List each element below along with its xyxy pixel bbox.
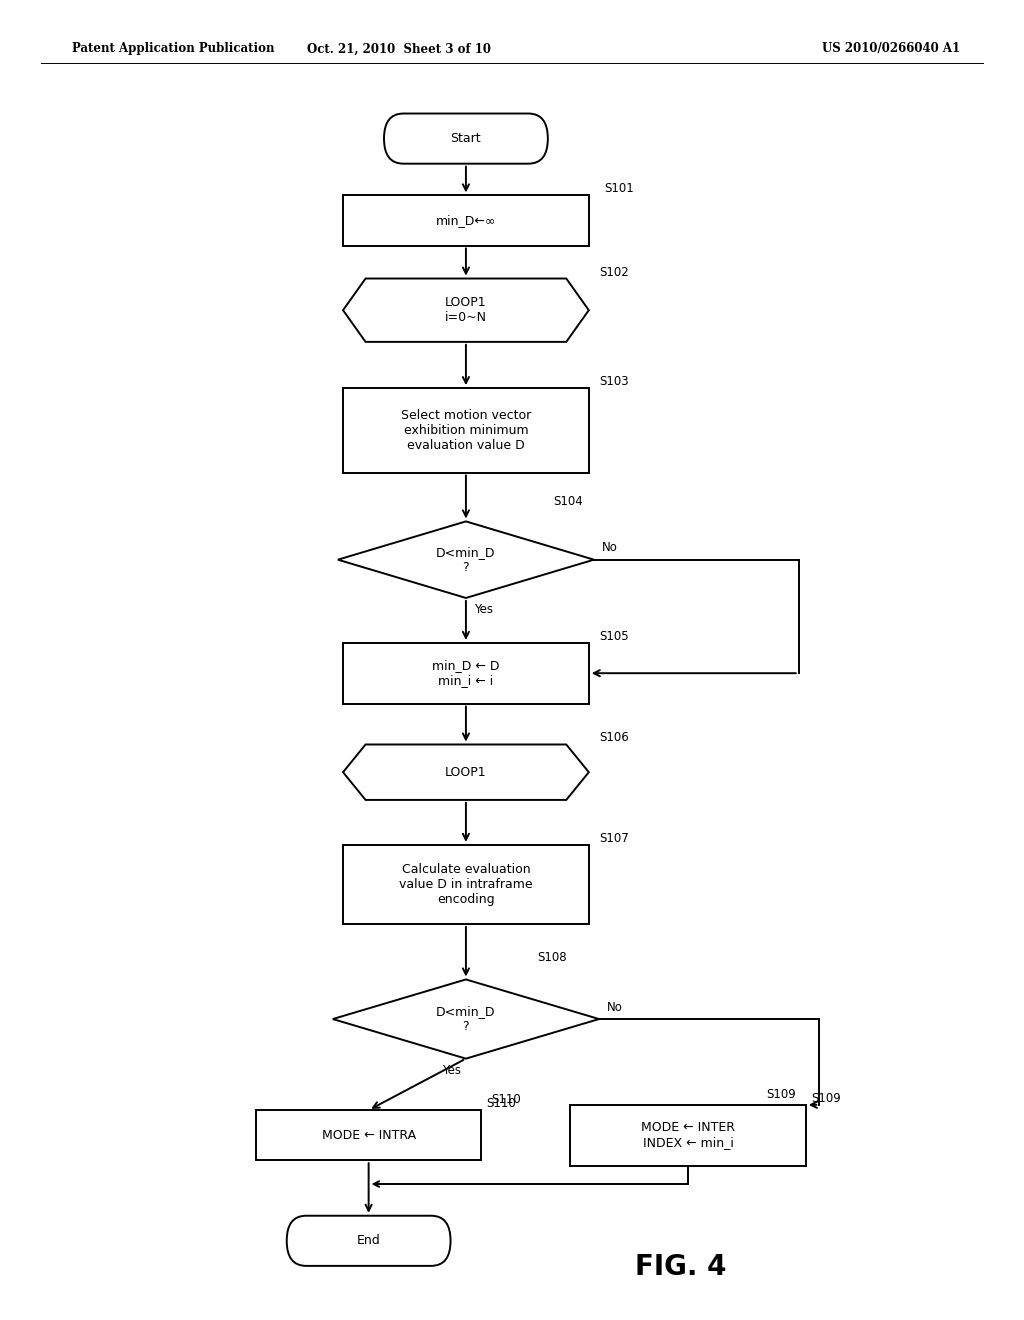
Polygon shape [343, 744, 589, 800]
Text: S109: S109 [811, 1092, 841, 1105]
Text: Oct. 21, 2010  Sheet 3 of 10: Oct. 21, 2010 Sheet 3 of 10 [307, 42, 492, 55]
FancyBboxPatch shape [287, 1216, 451, 1266]
Text: D<min_D
?: D<min_D ? [436, 545, 496, 574]
Text: Select motion vector
exhibition minimum
evaluation value D: Select motion vector exhibition minimum … [400, 409, 531, 451]
Text: S103: S103 [599, 375, 629, 388]
FancyBboxPatch shape [384, 114, 548, 164]
Text: S102: S102 [599, 265, 629, 279]
FancyBboxPatch shape [343, 643, 589, 704]
Text: Calculate evaluation
value D in intraframe
encoding: Calculate evaluation value D in intrafra… [399, 863, 532, 906]
Text: MODE ← INTRA: MODE ← INTRA [322, 1129, 416, 1142]
Text: S110: S110 [486, 1097, 516, 1110]
Text: S101: S101 [604, 182, 634, 195]
Text: LOOP1
i=0~N: LOOP1 i=0~N [444, 296, 487, 325]
Text: S109: S109 [766, 1088, 796, 1101]
Text: S110: S110 [492, 1093, 521, 1106]
Text: S107: S107 [599, 832, 629, 845]
Polygon shape [338, 521, 594, 598]
FancyBboxPatch shape [343, 845, 589, 924]
Text: min_D←∞: min_D←∞ [436, 214, 496, 227]
FancyBboxPatch shape [570, 1105, 806, 1166]
Text: FIG. 4: FIG. 4 [635, 1253, 726, 1282]
Text: S106: S106 [599, 731, 629, 744]
Text: Yes: Yes [474, 603, 494, 616]
Text: MODE ← INTER
INDEX ← min_i: MODE ← INTER INDEX ← min_i [641, 1121, 735, 1150]
FancyBboxPatch shape [256, 1110, 481, 1160]
Text: min_D ← D
min_i ← i: min_D ← D min_i ← i [432, 659, 500, 688]
Text: Start: Start [451, 132, 481, 145]
Text: Yes: Yes [441, 1064, 461, 1077]
Text: US 2010/0266040 A1: US 2010/0266040 A1 [822, 42, 959, 55]
FancyBboxPatch shape [343, 195, 589, 246]
Text: S108: S108 [538, 950, 567, 964]
Polygon shape [333, 979, 599, 1059]
Polygon shape [343, 279, 589, 342]
Text: D<min_D
?: D<min_D ? [436, 1005, 496, 1034]
Text: S104: S104 [553, 495, 583, 508]
Text: S105: S105 [599, 630, 629, 643]
Text: No: No [607, 1001, 624, 1014]
Text: No: No [602, 541, 618, 554]
Text: End: End [356, 1234, 381, 1247]
Text: LOOP1: LOOP1 [445, 766, 486, 779]
FancyBboxPatch shape [343, 388, 589, 473]
Text: Patent Application Publication: Patent Application Publication [72, 42, 274, 55]
